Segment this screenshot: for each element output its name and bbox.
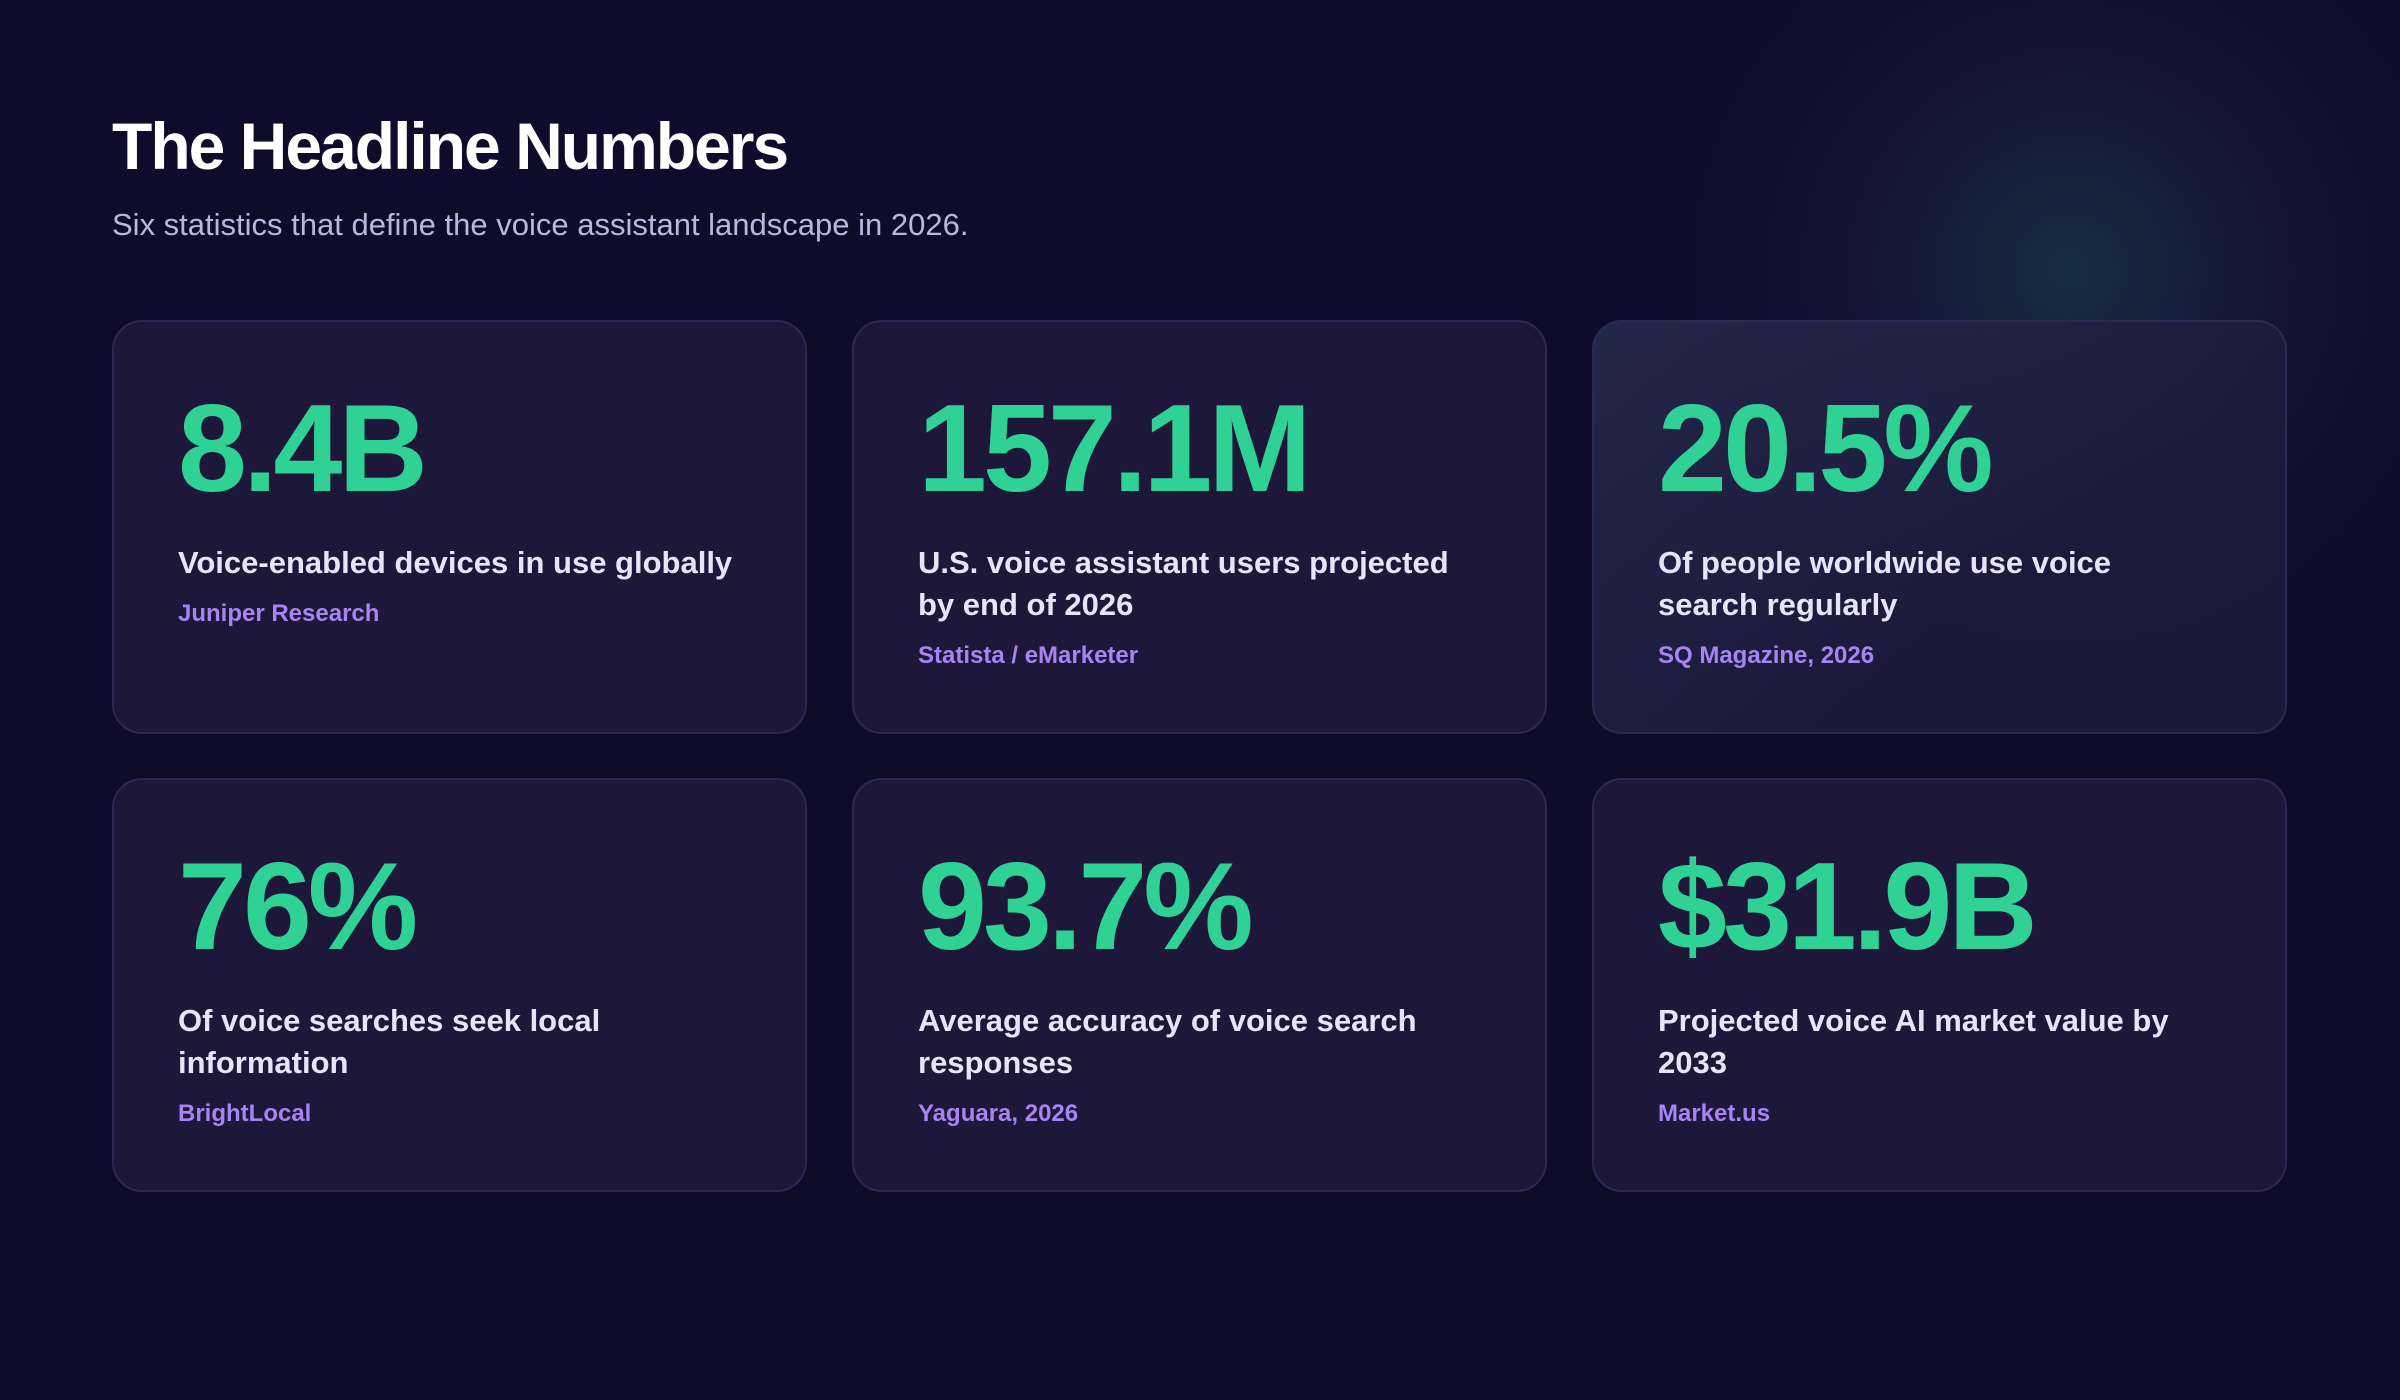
stat-value: $31.9B: [1658, 838, 2038, 976]
stat-value: 76%: [178, 838, 418, 976]
stat-source: BrightLocal: [178, 1100, 312, 1127]
stat-label: Voice-enabled devices in use globally: [178, 545, 733, 580]
stat-card-worldwide-usage: 20.5% Of people worldwide use voice sear…: [1592, 320, 2287, 734]
stats-grid: 8.4B Voice-enabled devices in use global…: [112, 320, 2288, 1192]
stat-label: U.S. voice assistant users projected by …: [918, 545, 1449, 622]
stat-card-local-searches: 76% Of voice searches seek local informa…: [112, 778, 807, 1192]
stat-source: Market.us: [1658, 1100, 1771, 1127]
page-title: The Headline Numbers: [112, 109, 789, 183]
stat-label: Projected voice AI market value by 2033: [1658, 1003, 2169, 1080]
page-subtitle: Six statistics that define the voice ass…: [112, 207, 969, 242]
stat-value: 8.4B: [178, 380, 428, 518]
stat-label: Average accuracy of voice search respons…: [918, 1003, 1417, 1080]
stat-card-devices: 8.4B Voice-enabled devices in use global…: [112, 320, 807, 734]
stat-value: 20.5%: [1658, 380, 1994, 518]
stat-value: 157.1M: [918, 380, 1312, 518]
stat-source: SQ Magazine, 2026: [1658, 642, 1875, 669]
stat-label: Of people worldwide use voice search reg…: [1658, 545, 2112, 622]
stat-source: Yaguara, 2026: [918, 1100, 1079, 1127]
stat-label: Of voice searches seek local information: [178, 1003, 601, 1080]
stat-value: 93.7%: [918, 838, 1254, 976]
stat-card-market-value: $31.9B Projected voice AI market value b…: [1592, 778, 2287, 1192]
stat-source: Statista / eMarketer: [918, 642, 1139, 669]
stat-card-us-users: 157.1M U.S. voice assistant users projec…: [852, 320, 1547, 734]
stat-card-accuracy: 93.7% Average accuracy of voice search r…: [852, 778, 1547, 1192]
stat-source: Juniper Research: [178, 600, 380, 627]
